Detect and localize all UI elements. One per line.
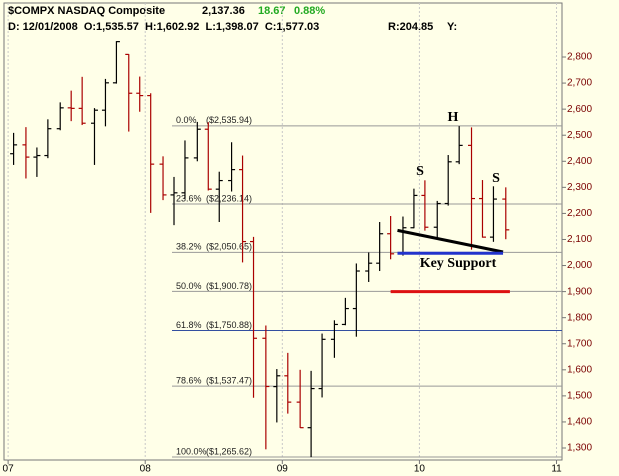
y-tick-label: 1,700 (567, 338, 592, 349)
y-tick-label: 2,800 (567, 52, 592, 63)
y-tick-label: 2,500 (567, 130, 592, 141)
bar-info: D: 12/01/2008 O:1,535.57 H:1,602.92 L:1,… (8, 21, 319, 33)
annotation: S (492, 171, 500, 186)
fib-price: ($2,535.94) (206, 115, 252, 125)
y-info: Y: (447, 21, 457, 33)
x-tick-label: 10 (414, 464, 426, 475)
y-tick-label: 2,000 (567, 260, 592, 271)
y-tick-label: 2,100 (567, 234, 592, 245)
fib-pct: 50.0% (176, 281, 202, 291)
fib-price: ($2,050.65) (206, 242, 252, 252)
y-tick-label: 1,500 (567, 391, 592, 402)
y-tick-label: 1,400 (567, 417, 592, 428)
fib-pct: 38.2% (176, 242, 202, 252)
change-pct: 0.88% (294, 5, 325, 17)
y-tick-label: 2,300 (567, 182, 592, 193)
trendline (397, 228, 504, 254)
x-tick-label: 09 (277, 464, 289, 475)
fib-pct: 61.8% (176, 320, 202, 330)
fib-price: ($1,265.62) (206, 446, 252, 456)
x-tick-label: 08 (140, 464, 152, 475)
x-tick-label: 07 (3, 464, 15, 475)
range: R:204.85 (388, 21, 433, 33)
y-tick-label: 2,200 (567, 208, 592, 219)
y-tick-label: 2,700 (567, 78, 592, 89)
fib-price: ($1,537.47) (206, 375, 252, 385)
fib-price: ($1,750.88) (206, 320, 252, 330)
fib-price: ($1,900.78) (206, 281, 252, 291)
fib-pct: 78.6% (176, 375, 202, 385)
annotation: Key Support (420, 256, 497, 271)
x-tick-label: 11 (551, 464, 562, 475)
plot-frame (3, 2, 563, 461)
y-tick-label: 1,300 (567, 443, 592, 454)
fib-pct: 23.6% (176, 193, 202, 203)
annotation: H (448, 110, 459, 125)
fib-price: ($2,236.14) (206, 193, 252, 203)
last-price: 2,137.36 (202, 5, 245, 17)
fib-pct: 0.0% (176, 115, 197, 125)
y-tick-label: 1,800 (567, 312, 592, 323)
y-tick-label: 2,400 (567, 156, 592, 167)
fib-pct: 100.0% (176, 446, 207, 456)
y-tick-label: 2,600 (567, 104, 592, 115)
y-tick-label: 1,900 (567, 286, 592, 297)
change: 18.67 (258, 5, 286, 17)
y-tick-label: 1,600 (567, 364, 592, 375)
symbol: $COMPX NASDAQ Composite (8, 5, 165, 17)
annotation: S (416, 164, 424, 179)
